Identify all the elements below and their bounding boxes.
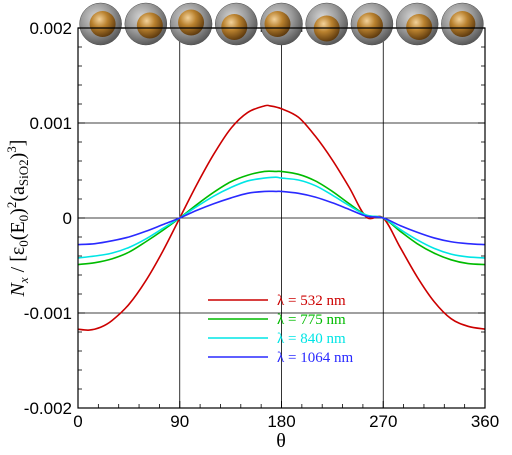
y-label-sep: / [ [7,255,29,277]
sphere-core-2 [178,9,205,36]
x-tick-label-2: 180 [267,412,295,431]
x-tick-label-4: 360 [471,412,499,431]
legend-label-3: λ = 1064 nm [277,350,353,366]
legend-label-2: λ = 840 nm [277,331,346,347]
sphere-marker-2 [169,2,213,46]
y-label-x-sub: x [16,277,31,284]
sphere-marker-7 [395,2,439,46]
y-label-E-close: ) [7,208,29,215]
y-label-end: ] [7,140,29,147]
sphere-core-4 [264,11,291,37]
series-line-0 [78,104,485,331]
y-label-E-sup: 2 [4,202,19,209]
sphere-marker-5 [305,2,348,46]
y-label-N: N [7,281,29,297]
sphere-marker-6 [350,2,394,46]
y-label-E-sub: 0 [16,215,31,222]
y-label-a: (a [7,186,29,202]
series-line-2 [78,176,485,259]
sphere-core-1 [136,12,163,39]
sphere-marker-3 [215,2,258,46]
series-line-3 [78,190,485,246]
y-label-a-sub: SiO2 [16,159,31,186]
legend-label-1: λ = 775 nm [277,312,346,328]
y-tick-label-4: 0.002 [29,19,72,38]
sphere-core-7 [406,14,433,40]
y-label-eps: ε [7,247,29,255]
x-tick-label-1: 90 [170,412,189,431]
sphere-marker-0 [79,2,122,46]
sphere-core-8 [449,11,476,37]
y-tick-label-3: 0.001 [29,114,72,133]
sphere-markers [78,2,485,46]
y-axis-title: Nx / [ε0(E0)2(aSiO2)3] [4,140,31,298]
y-label-eps-sub: 0 [16,240,31,247]
sphere-core-3 [221,14,248,40]
legend-label-0: λ = 532 nm [277,293,346,309]
series-line-1 [78,170,485,266]
y-tick-label-1: -0.001 [24,304,72,323]
y-label-E: (E [7,221,29,240]
y-tick-label-0: -0.002 [24,399,72,418]
y-tick-label-2: 0 [63,209,72,228]
sphere-core-6 [356,12,383,39]
sphere-marker-4 [260,2,303,46]
x-tick-label-0: 0 [73,412,82,431]
sphere-marker-1 [124,2,168,46]
legend: λ = 532 nm λ = 775 nm λ = 840 nm λ = 1064 n… [208,293,353,366]
sphere-marker-8 [441,2,484,46]
sphere-core-0 [89,11,116,37]
tick-labels: 0 90 180 270 360 -0.002 -0.001 0 0.001 0.002 [24,19,499,431]
x-axis-title: θ [276,430,286,452]
series-lines [78,104,485,331]
x-tick-label-3: 270 [369,412,397,431]
y-label-a-sup: 3 [4,146,19,153]
y-label-a-close: ) [7,153,29,160]
